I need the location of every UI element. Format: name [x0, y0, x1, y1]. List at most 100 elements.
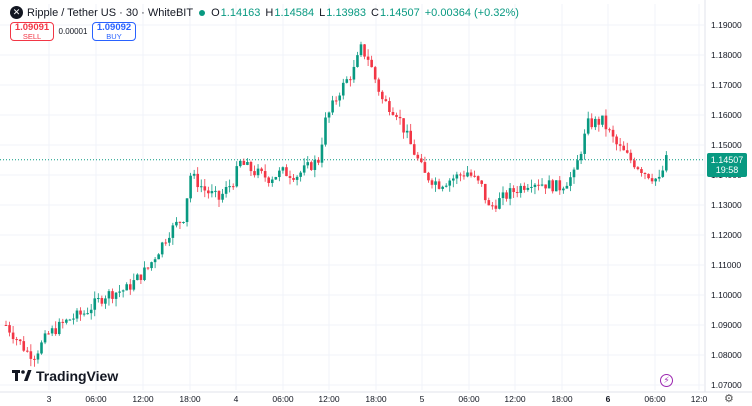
- price-tick-label: 1.19000: [711, 20, 742, 30]
- candle: [146, 267, 150, 271]
- candle: [310, 160, 313, 171]
- candle: [615, 134, 618, 151]
- candle: [554, 180, 558, 192]
- candle: [249, 160, 253, 177]
- logo-text: TradingView: [36, 368, 119, 384]
- current-price-label: 1.14507 19:58: [707, 153, 747, 177]
- candle: [579, 151, 583, 165]
- candle: [352, 60, 356, 83]
- candle: [68, 318, 72, 321]
- candle: [139, 274, 143, 285]
- bar-countdown: 19:58: [715, 165, 739, 175]
- time-tick-label: 18:00: [179, 394, 201, 404]
- candle: [57, 318, 61, 336]
- close-circle-icon[interactable]: ✕: [10, 6, 23, 19]
- candle: [349, 76, 352, 87]
- candle: [171, 222, 175, 245]
- sell-price: 1.09091: [14, 21, 50, 33]
- candle: [562, 186, 565, 194]
- candle: [313, 155, 317, 178]
- candle: [650, 173, 654, 184]
- candle: [18, 338, 22, 345]
- candle: [65, 318, 68, 325]
- tradingview-logo[interactable]: TradingView: [12, 368, 118, 384]
- candle: [306, 156, 310, 169]
- price-axis[interactable]: 1.190001.180001.170001.160001.150001.140…: [704, 0, 742, 392]
- ohlc-open-value: 1.14163: [220, 6, 261, 19]
- time-tick-label: 18:00: [551, 394, 573, 404]
- candle: [448, 178, 452, 192]
- candle: [501, 186, 505, 206]
- candle: [29, 344, 33, 367]
- price-tick-label: 1.16000: [711, 110, 742, 120]
- candlesticks: [4, 41, 668, 367]
- candle: [79, 307, 82, 321]
- candle: [324, 112, 327, 147]
- time-tick-label: 18:00: [365, 394, 387, 404]
- candle: [114, 292, 118, 307]
- price-tick-label: 1.07000: [711, 380, 742, 390]
- candle: [199, 179, 203, 193]
- candle: [338, 92, 341, 107]
- candle: [420, 153, 423, 164]
- candle: [270, 176, 274, 187]
- candle: [93, 291, 97, 317]
- candle: [224, 181, 228, 198]
- candle: [33, 355, 36, 367]
- candle: [334, 96, 338, 105]
- candle: [228, 179, 231, 193]
- sell-button[interactable]: 1.09091 SELL: [10, 22, 54, 41]
- candle: [640, 167, 643, 177]
- candle: [274, 176, 278, 180]
- candle: [604, 109, 608, 137]
- gear-icon[interactable]: ⚙: [724, 393, 734, 405]
- candle: [203, 179, 207, 198]
- candle: [519, 183, 523, 198]
- candle: [356, 51, 359, 68]
- candle: [242, 158, 246, 166]
- price-tick-label: 1.12000: [711, 230, 742, 240]
- sell-label: SELL: [22, 31, 42, 41]
- buy-button[interactable]: 1.09092 BUY: [92, 22, 136, 41]
- candle: [278, 167, 281, 182]
- candle: [15, 336, 18, 346]
- time-tick-label: 6: [606, 394, 611, 404]
- candle: [160, 241, 164, 258]
- candle: [207, 186, 210, 199]
- candle: [494, 199, 498, 213]
- candle: [508, 182, 512, 206]
- candle: [185, 198, 189, 227]
- candle: [395, 112, 398, 121]
- candle: [82, 310, 86, 317]
- candle: [483, 183, 487, 204]
- candle: [4, 320, 8, 326]
- time-tick-label: 3: [47, 394, 52, 404]
- candle: [515, 186, 519, 198]
- candle: [107, 289, 111, 306]
- candle: [487, 197, 491, 206]
- candle: [104, 295, 107, 309]
- symbol-title[interactable]: Ripple / Tether US · 30 · WhiteBIT: [27, 6, 194, 19]
- candle: [157, 253, 160, 260]
- ohlc-close-label: C: [371, 6, 379, 19]
- candle: [452, 174, 455, 188]
- candle: [320, 137, 324, 168]
- candle: [260, 167, 263, 174]
- candle: [97, 293, 100, 303]
- candle: [143, 261, 146, 282]
- time-axis[interactable]: 3 06:00 12:00 18:00 4 06:00 12:00 18:00 5 06:00 12…: [0, 391, 752, 404]
- price-tick-label: 1.11000: [711, 260, 741, 270]
- price-tick-label: 1.09000: [711, 320, 742, 330]
- candle: [441, 185, 444, 192]
- lightning-icon[interactable]: ⚡: [660, 374, 673, 387]
- candle: [622, 141, 625, 151]
- candle: [128, 278, 132, 295]
- candle: [469, 169, 473, 178]
- candle: [121, 289, 125, 298]
- candle: [654, 178, 657, 186]
- candle: [175, 217, 178, 228]
- ohlc-low-label: L: [319, 6, 326, 19]
- candle: [345, 76, 349, 84]
- spread-value: 0.00001: [58, 27, 88, 36]
